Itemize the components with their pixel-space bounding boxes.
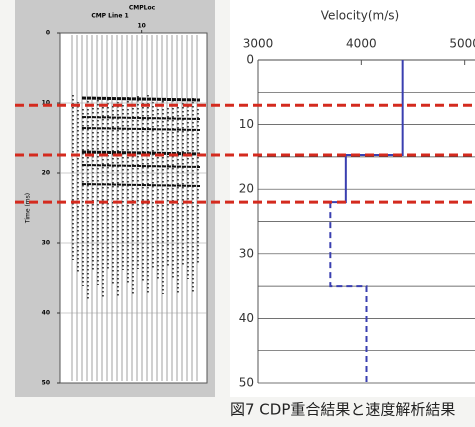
x-tick-label: 5000 bbox=[449, 37, 475, 51]
seismic-ylabel: Time (ms) bbox=[25, 193, 32, 224]
y-tick-label: 20 bbox=[42, 170, 50, 177]
velocity-title: Velocity(m/s) bbox=[321, 9, 399, 23]
y-tick-label: 0 bbox=[46, 30, 50, 37]
y-tick-label: 0 bbox=[246, 53, 254, 67]
y-tick-label: 40 bbox=[239, 311, 254, 325]
y-tick-label: 30 bbox=[42, 240, 50, 247]
y-tick-label: 40 bbox=[42, 310, 50, 317]
y-tick-label: 20 bbox=[239, 182, 254, 196]
x-tick-label: 3000 bbox=[243, 37, 274, 51]
x-tick-label: 4000 bbox=[346, 37, 377, 51]
caption: 図7 CDP重合結果と速度解析結果 bbox=[230, 401, 455, 419]
seismic-subtitle: CMP Line 1 bbox=[91, 13, 128, 20]
seismic-title: CMPLoc bbox=[129, 5, 156, 12]
y-tick-label: 50 bbox=[42, 380, 50, 387]
y-tick-label: 30 bbox=[239, 246, 254, 260]
y-tick-label: 50 bbox=[239, 376, 254, 390]
figure: CMPLoc CMP Line 1 Time (ms) Velocity(m/s… bbox=[0, 0, 475, 427]
y-tick-label: 10 bbox=[239, 117, 254, 131]
x-tick-label: 10 bbox=[137, 23, 145, 30]
